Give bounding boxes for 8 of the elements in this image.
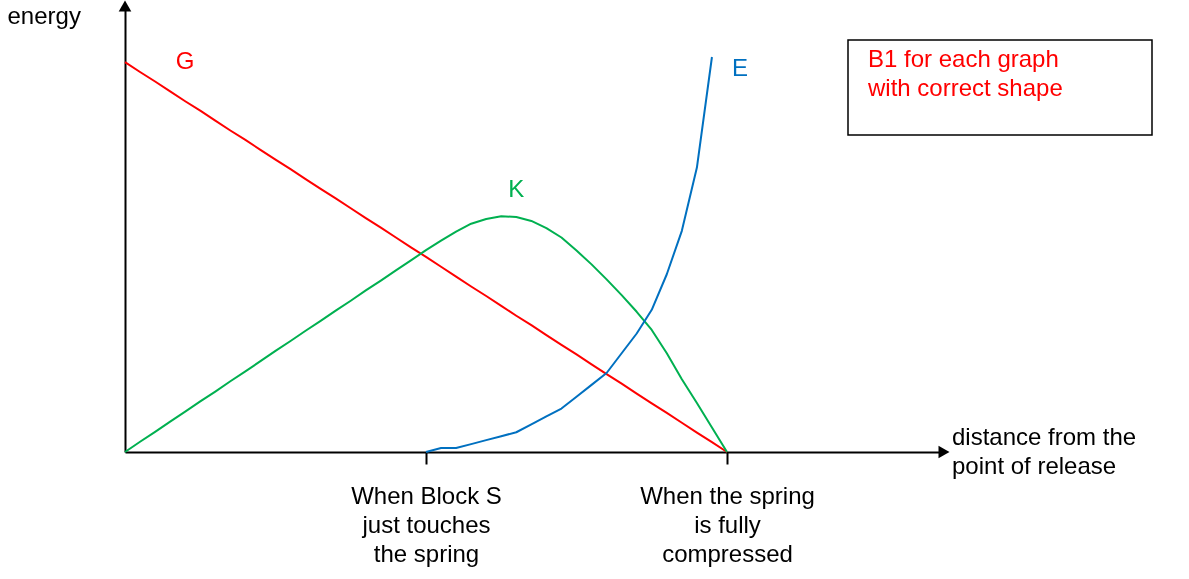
series-label: E: [731, 54, 748, 81]
y-axis-title: energy: [7, 1, 81, 29]
text: B1 for each graph with correct shape: [867, 45, 1063, 101]
x-tick-label: When the spring is fully compressed: [640, 481, 815, 567]
series-label: K: [508, 175, 525, 203]
text: distance from the point of release: [952, 423, 1137, 479]
x-tick-label: When Block S just touches the spring: [351, 481, 502, 567]
series-label: G: [175, 47, 195, 75]
